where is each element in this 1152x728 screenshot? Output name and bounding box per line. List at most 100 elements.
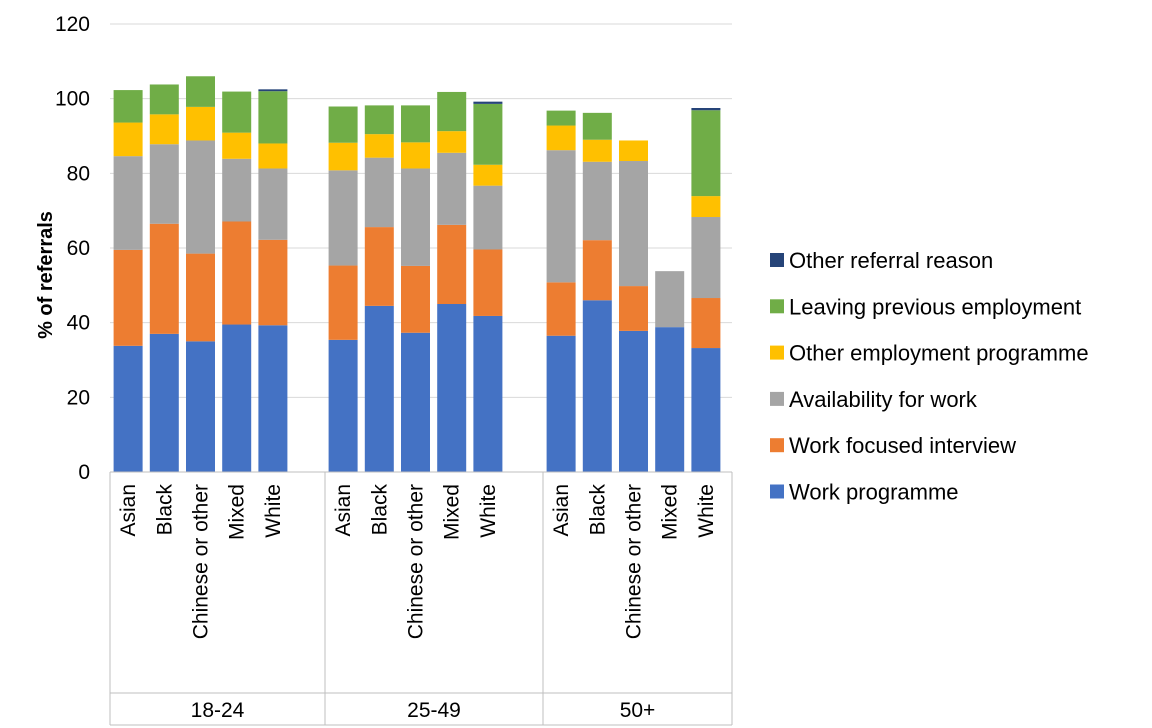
bar-segment	[691, 196, 721, 218]
x-category-label: Chinese or other	[623, 484, 646, 639]
x-category-label: Black	[586, 484, 609, 536]
bar-segment	[186, 140, 215, 254]
bar-segment	[582, 300, 612, 472]
bar-segment	[149, 333, 179, 472]
bar-segment	[401, 332, 430, 472]
legend-label: Leaving previous employment	[789, 294, 1081, 319]
bar-segment	[113, 249, 143, 346]
bar-segment	[328, 265, 358, 340]
bar-segment	[222, 158, 252, 222]
x-group-label: 25-49	[407, 699, 461, 722]
bar-segment	[258, 91, 288, 144]
bar-segment	[149, 114, 179, 145]
bar-segment	[473, 315, 503, 472]
x-category-label: Mixed	[226, 484, 249, 540]
bar-segment	[619, 330, 648, 472]
bar-segment	[473, 103, 503, 165]
legend-swatch	[770, 438, 784, 453]
y-tick-label: 20	[67, 386, 90, 409]
legend-swatch	[770, 484, 784, 499]
bar-segment	[222, 221, 252, 325]
y-tick-label: 60	[67, 237, 90, 260]
bar-segment	[473, 101, 503, 104]
bar-segment	[258, 89, 288, 92]
bar-segment	[186, 253, 215, 342]
x-category-label: Asian	[550, 484, 573, 537]
bar-segment	[691, 217, 721, 299]
bar-segment	[655, 271, 685, 328]
bar-segment	[582, 240, 612, 301]
legend-swatch	[770, 391, 784, 406]
bar-segment	[691, 348, 721, 472]
bar-segment	[691, 108, 721, 111]
bar-segment	[655, 327, 685, 472]
y-axis-title: % of referrals	[35, 211, 57, 339]
bar-segment	[582, 139, 612, 162]
y-axis-tick-labels: 0 20 40 60 80 100 120	[55, 13, 90, 484]
bar-segment	[258, 239, 288, 326]
bar-segment	[437, 152, 467, 225]
legend-label: Work programme	[789, 480, 959, 505]
bar-segment	[222, 324, 252, 472]
bar-segment	[473, 164, 503, 186]
x-group-label: 50+	[620, 699, 656, 722]
legend-label: Availability for work	[789, 387, 978, 412]
x-category-label: Asian	[117, 484, 140, 537]
y-tick-label: 100	[55, 88, 90, 111]
bar-segment	[186, 341, 215, 472]
bar-segment	[222, 132, 252, 159]
legend-swatch	[770, 345, 784, 360]
bar-segment	[582, 161, 612, 241]
bar-segment	[619, 140, 648, 162]
bar-segment	[258, 143, 288, 169]
bar-segment	[437, 304, 467, 472]
bar-segment	[364, 227, 394, 306]
bar-segment	[437, 91, 467, 132]
bar-segment	[364, 134, 394, 158]
bar-segment	[437, 224, 467, 304]
bar-segment	[186, 76, 215, 107]
x-category-label: White	[695, 484, 718, 538]
y-tick-label: 40	[67, 312, 90, 335]
bar-segment	[364, 157, 394, 228]
bar-segment	[473, 249, 503, 316]
x-category-label: Chinese or other	[190, 484, 213, 639]
bar-segment	[546, 110, 576, 126]
bar-segment	[258, 168, 288, 240]
bar-segment	[546, 335, 576, 472]
bars	[113, 76, 721, 472]
bar-segment	[546, 125, 576, 151]
bar-segment	[328, 170, 358, 266]
bar-segment	[328, 339, 358, 472]
bar-segment	[113, 156, 143, 250]
x-group-label: 18-24	[191, 699, 245, 722]
bar-segment	[619, 286, 648, 331]
x-category-label: Black	[368, 484, 391, 536]
x-category-label: Chinese or other	[405, 484, 428, 639]
bar-segment	[364, 105, 394, 135]
bar-segment	[619, 161, 648, 287]
bar-segment	[222, 91, 252, 133]
x-category-label: White	[262, 484, 285, 538]
bar-segment	[113, 122, 143, 157]
x-axis: Asian Black Chinese or other Mixed White Asia…	[109, 471, 733, 726]
legend-swatch	[770, 299, 784, 314]
bar-segment	[691, 298, 721, 349]
bar-segment	[401, 142, 430, 169]
legend-label: Work focused interview	[789, 433, 1016, 458]
x-category-label: Black	[153, 484, 176, 536]
bar-segment	[691, 110, 721, 197]
x-category-label: Asian	[332, 484, 355, 537]
bar-segment	[546, 150, 576, 283]
y-tick-label: 120	[55, 13, 90, 36]
y-tick-label: 80	[67, 162, 90, 185]
bar-segment	[113, 90, 143, 123]
bar-segment	[364, 305, 394, 472]
bar-segment	[149, 84, 179, 115]
x-category-label: Mixed	[659, 484, 682, 540]
y-tick-label: 0	[78, 461, 90, 484]
bar-segment	[546, 282, 576, 336]
bar-segment	[113, 345, 143, 472]
bar-segment	[401, 105, 430, 143]
